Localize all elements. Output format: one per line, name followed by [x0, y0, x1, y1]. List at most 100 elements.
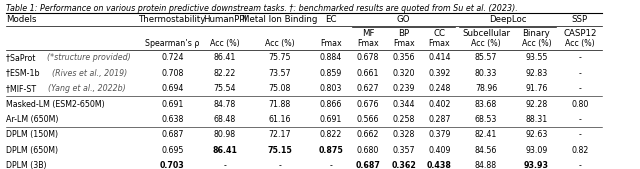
- Text: 0.402: 0.402: [428, 100, 451, 109]
- Text: 75.54: 75.54: [214, 84, 236, 93]
- Text: 68.53: 68.53: [475, 115, 497, 124]
- Text: 0.362: 0.362: [391, 161, 416, 169]
- Text: 0.248: 0.248: [428, 84, 451, 93]
- Text: 73.57: 73.57: [269, 69, 291, 78]
- Text: 0.687: 0.687: [355, 161, 380, 169]
- Text: 82.41: 82.41: [475, 130, 497, 139]
- Text: 0.676: 0.676: [356, 100, 379, 109]
- Text: Fmax: Fmax: [320, 39, 342, 48]
- Text: Acc (%): Acc (%): [565, 39, 595, 48]
- Text: Acc (%): Acc (%): [522, 39, 551, 48]
- Text: 80.98: 80.98: [214, 130, 236, 139]
- Text: 72.17: 72.17: [269, 130, 291, 139]
- Text: 0.662: 0.662: [356, 130, 379, 139]
- Text: 0.822: 0.822: [319, 130, 342, 139]
- Text: 75.75: 75.75: [269, 53, 291, 62]
- Text: Acc (%): Acc (%): [210, 39, 239, 48]
- Text: -: -: [579, 53, 581, 62]
- Text: 92.63: 92.63: [525, 130, 548, 139]
- Text: 0.687: 0.687: [161, 130, 184, 139]
- Text: Binary: Binary: [523, 29, 550, 38]
- Text: BP: BP: [398, 29, 409, 38]
- Text: 0.357: 0.357: [392, 146, 415, 155]
- Text: 0.638: 0.638: [161, 115, 184, 124]
- Text: (*structure provided): (*structure provided): [47, 53, 131, 62]
- Text: 93.09: 93.09: [525, 146, 548, 155]
- Text: 0.866: 0.866: [319, 100, 342, 109]
- Text: -: -: [330, 161, 332, 169]
- Text: 71.88: 71.88: [269, 100, 291, 109]
- Text: 0.438: 0.438: [427, 161, 452, 169]
- Text: 0.875: 0.875: [319, 146, 343, 155]
- Text: 0.414: 0.414: [428, 53, 451, 62]
- Text: -: -: [579, 69, 581, 78]
- Text: GO: GO: [397, 15, 410, 24]
- Text: MF: MF: [362, 29, 374, 38]
- Text: 0.356: 0.356: [392, 53, 415, 62]
- Text: 0.691: 0.691: [319, 115, 342, 124]
- Text: HumanPPI: HumanPPI: [203, 15, 247, 24]
- Text: 0.379: 0.379: [428, 130, 451, 139]
- Text: 84.88: 84.88: [475, 161, 497, 169]
- Text: 0.239: 0.239: [392, 84, 415, 93]
- Text: Table 1: Performance on various protein predictive downstream tasks. †: benchmar: Table 1: Performance on various protein …: [6, 4, 518, 13]
- Text: (Yang et al., 2022b): (Yang et al., 2022b): [48, 84, 125, 93]
- Text: 0.328: 0.328: [392, 130, 415, 139]
- Text: 91.76: 91.76: [525, 84, 548, 93]
- Text: †ESM-1b: †ESM-1b: [6, 69, 42, 78]
- Text: †SaProt: †SaProt: [6, 53, 38, 62]
- Text: Acc (%): Acc (%): [265, 39, 294, 48]
- Text: Models: Models: [6, 15, 36, 24]
- Text: 0.627: 0.627: [356, 84, 379, 93]
- Text: 0.803: 0.803: [319, 84, 342, 93]
- Text: Acc (%): Acc (%): [471, 39, 501, 48]
- Text: 75.08: 75.08: [269, 84, 291, 93]
- Text: Metal Ion Binding: Metal Ion Binding: [242, 15, 317, 24]
- Text: CASP12: CASP12: [563, 29, 596, 38]
- Text: -: -: [579, 115, 581, 124]
- Text: 83.68: 83.68: [475, 100, 497, 109]
- Text: -: -: [278, 161, 281, 169]
- Text: 80.33: 80.33: [475, 69, 497, 78]
- Text: 82.22: 82.22: [214, 69, 236, 78]
- Text: 0.392: 0.392: [428, 69, 451, 78]
- Text: 92.28: 92.28: [525, 100, 548, 109]
- Text: 0.258: 0.258: [392, 115, 415, 124]
- Text: Subcellular: Subcellular: [462, 29, 510, 38]
- Text: EC: EC: [325, 15, 337, 24]
- Text: 78.96: 78.96: [475, 84, 497, 93]
- Text: 0.859: 0.859: [320, 69, 342, 78]
- Text: DeepLoc: DeepLoc: [489, 15, 527, 24]
- Text: Thermostability: Thermostability: [139, 15, 206, 24]
- Text: (Rives et al., 2019): (Rives et al., 2019): [52, 69, 127, 78]
- Text: 0.678: 0.678: [356, 53, 379, 62]
- Text: -: -: [223, 161, 227, 169]
- Text: 0.694: 0.694: [161, 84, 184, 93]
- Text: 0.691: 0.691: [161, 100, 184, 109]
- Text: 93.93: 93.93: [524, 161, 549, 169]
- Text: Fmax: Fmax: [429, 39, 450, 48]
- Text: -: -: [579, 161, 581, 169]
- Text: CC: CC: [433, 29, 445, 38]
- Text: 85.57: 85.57: [475, 53, 497, 62]
- Text: 0.409: 0.409: [428, 146, 451, 155]
- Text: 93.55: 93.55: [525, 53, 548, 62]
- Text: Spearman’s ρ: Spearman’s ρ: [145, 39, 200, 48]
- Text: 68.48: 68.48: [214, 115, 236, 124]
- Text: 88.31: 88.31: [525, 115, 548, 124]
- Text: 61.16: 61.16: [269, 115, 291, 124]
- Text: DPLM (3B): DPLM (3B): [6, 161, 46, 169]
- Text: †MIF-ST: †MIF-ST: [6, 84, 38, 93]
- Text: 0.724: 0.724: [161, 53, 184, 62]
- Text: 0.320: 0.320: [392, 69, 415, 78]
- Text: 0.287: 0.287: [428, 115, 451, 124]
- Text: 0.680: 0.680: [356, 146, 379, 155]
- Text: 84.78: 84.78: [214, 100, 236, 109]
- Text: 0.566: 0.566: [356, 115, 379, 124]
- Text: -: -: [579, 84, 581, 93]
- Text: Fmax: Fmax: [357, 39, 379, 48]
- Text: 0.695: 0.695: [161, 146, 184, 155]
- Text: -: -: [579, 130, 581, 139]
- Text: 86.41: 86.41: [212, 146, 237, 155]
- Text: 92.83: 92.83: [525, 69, 548, 78]
